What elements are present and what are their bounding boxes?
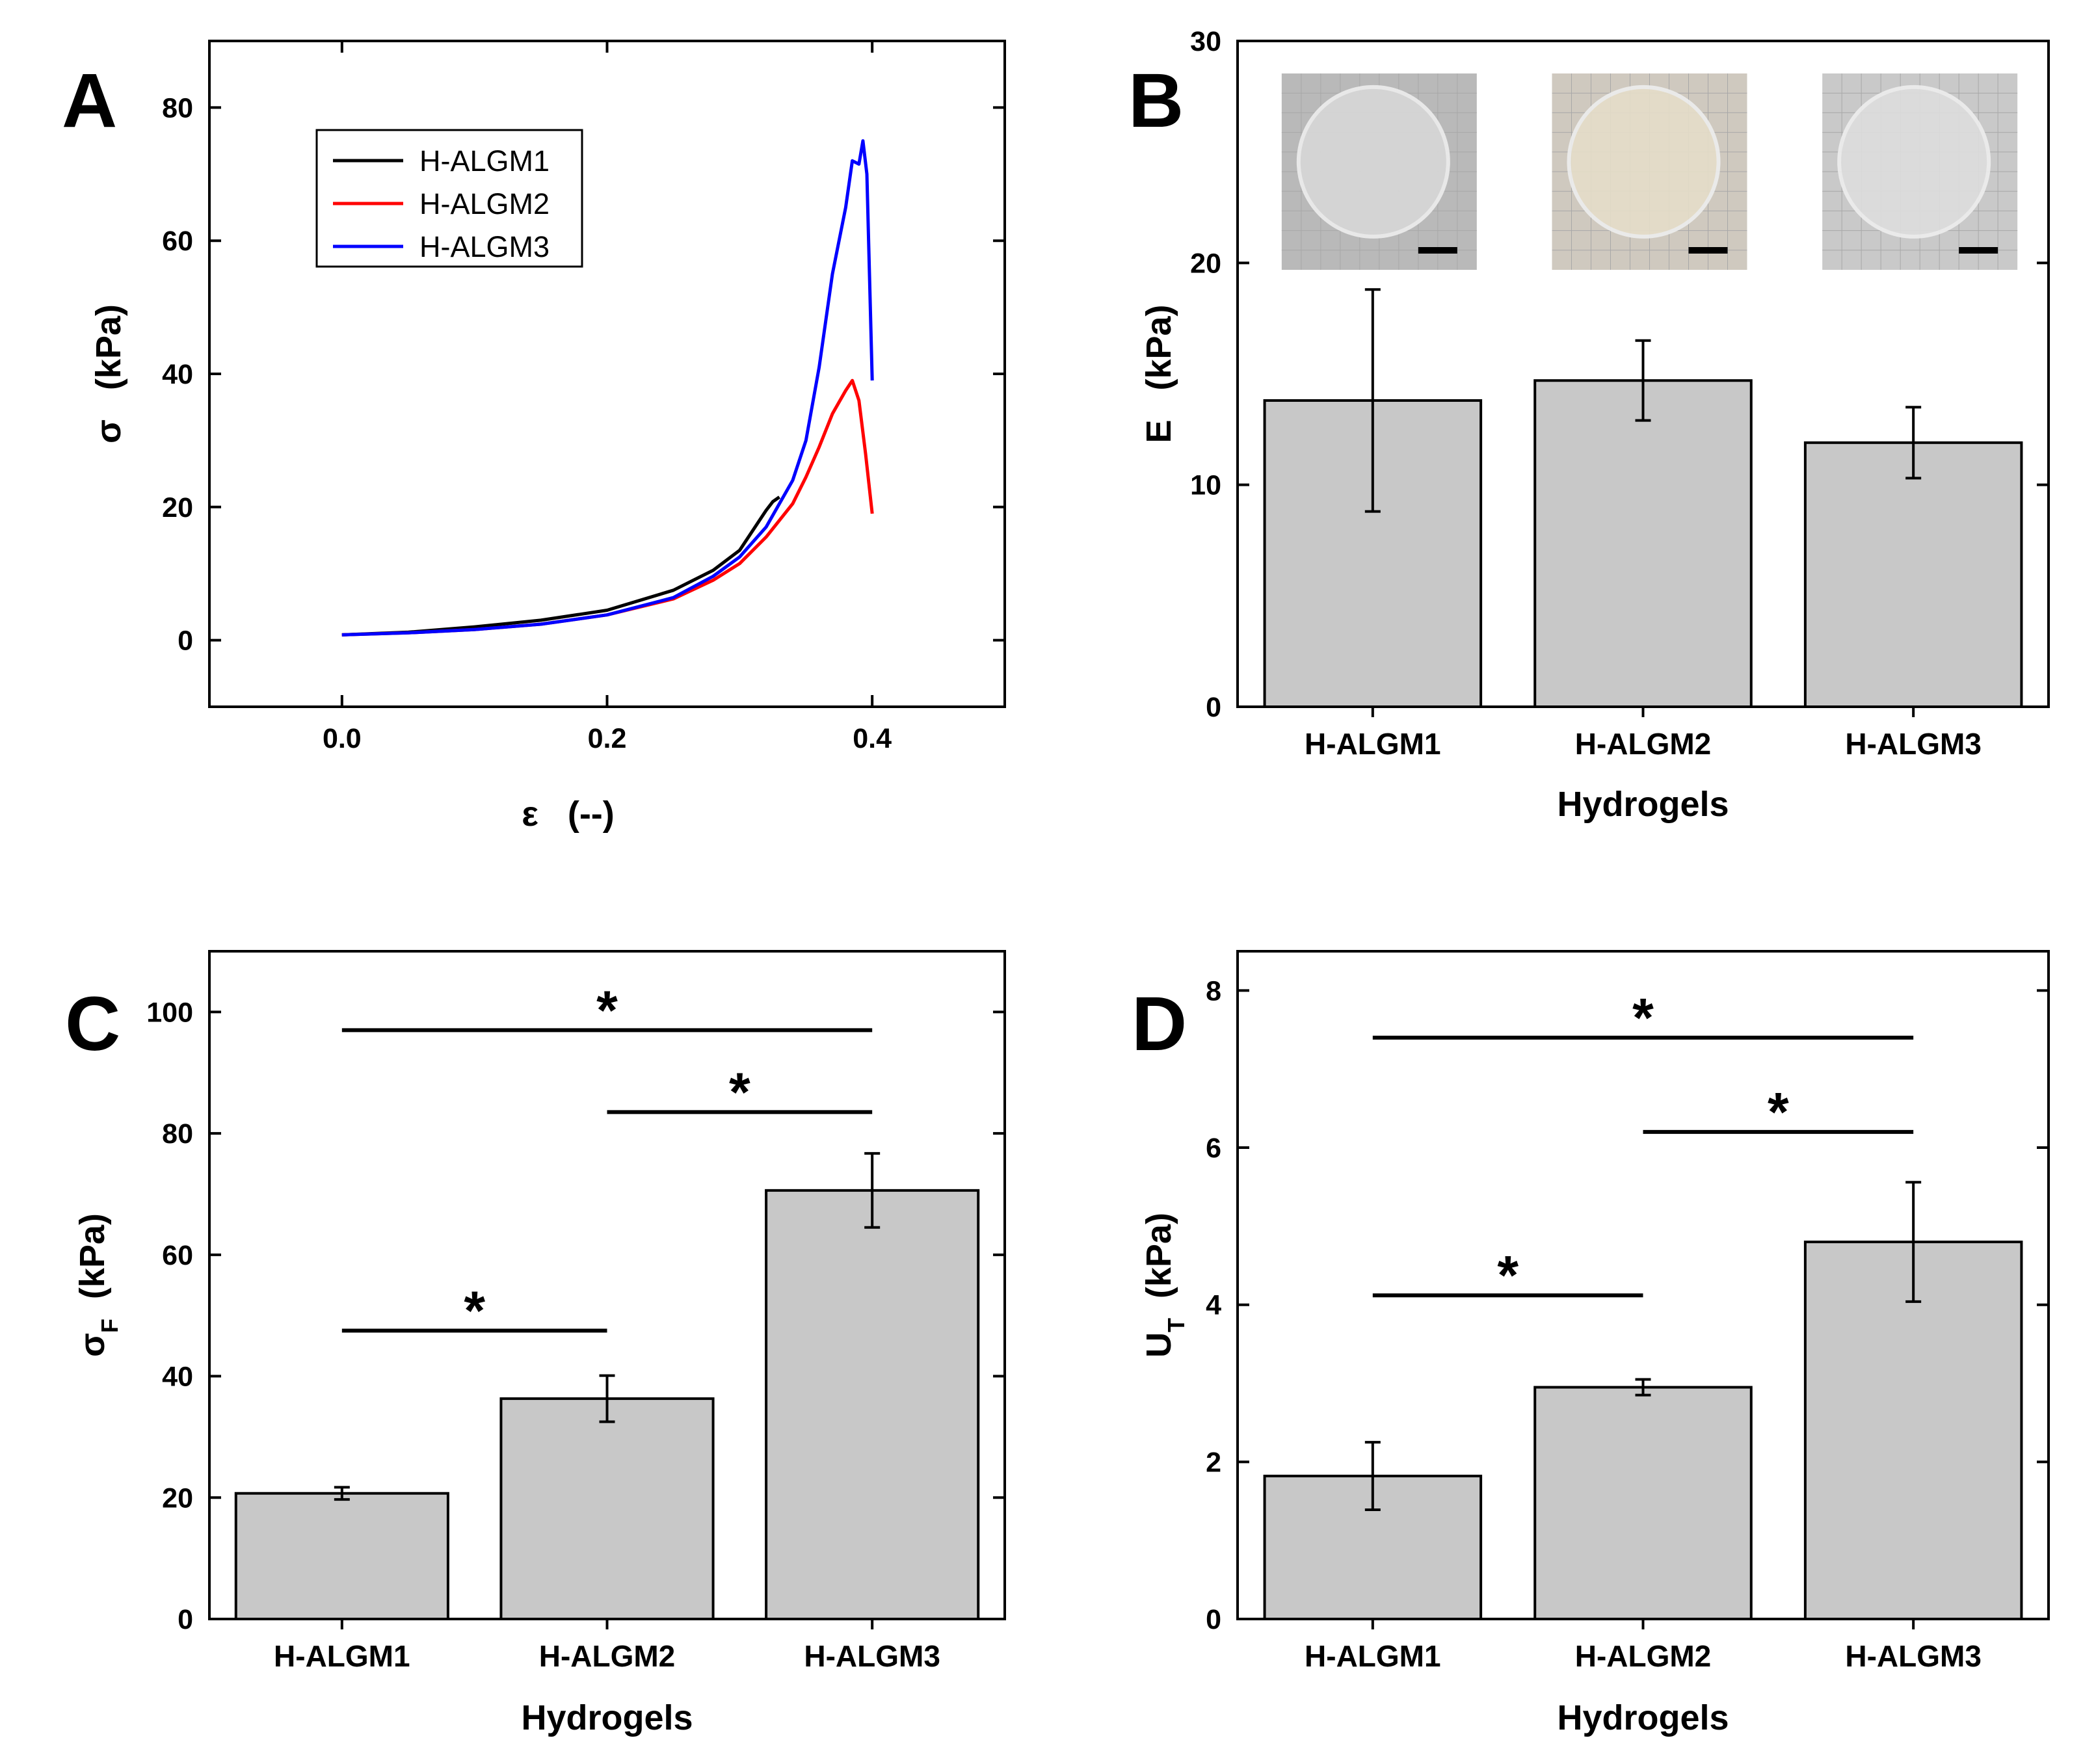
y-axis-unit: (kPa) <box>73 1213 112 1299</box>
scale-bar <box>1418 247 1457 254</box>
panel-c-ytick-label: 100 <box>146 997 193 1028</box>
panel-c-axes-frame <box>208 950 1006 1620</box>
panel-b-ytick-label: 30 <box>1190 26 1221 57</box>
panel-d-x-axis-title: Hydrogels <box>1557 1698 1729 1737</box>
panel-a-xtick-label: 0.0 <box>323 723 362 754</box>
panel-d-ytick-label: 4 <box>1206 1290 1221 1321</box>
category-label-h-algm2: H-ALGM2 <box>1575 727 1712 761</box>
significance-star: * <box>1632 987 1654 1048</box>
panel-letter-c: C <box>65 981 120 1067</box>
panel-c-ytick-label: 80 <box>162 1118 193 1150</box>
panel-b-x-axis-title: Hydrogels <box>1557 785 1729 824</box>
panel-letter-d: D <box>1132 981 1187 1067</box>
panel-a-ytick-label: 0 <box>178 625 193 657</box>
panel-b-ytick-label: 0 <box>1206 692 1221 723</box>
bar-h-algm3 <box>1803 1241 2023 1621</box>
panel-d-ytick-label: 0 <box>1206 1604 1221 1635</box>
legend-label-h-algm2: H-ALGM2 <box>419 187 550 220</box>
panel-d-bar-chart: H-ALGM1 H-ALGM2 H-ALGM3 * * * 0 2 4 6 8 Hydrogels UT… <box>1139 950 2050 1737</box>
panel-b-ytick-label: 10 <box>1190 470 1221 501</box>
category-label-h-algm2: H-ALGM2 <box>1575 1639 1712 1673</box>
legend-box <box>315 129 583 268</box>
category-label-h-algm2: H-ALGM2 <box>539 1639 676 1673</box>
panel-c-ytick-label: 40 <box>162 1362 193 1393</box>
panel-c-x-axis-title: Hydrogels <box>521 1698 693 1737</box>
bar-h-algm1 <box>234 1492 449 1621</box>
panel-a-xtick-label: 0.4 <box>853 723 892 754</box>
panel-a-y-axis-title: σ (kPa) <box>89 304 128 443</box>
category-label-h-algm3: H-ALGM3 <box>804 1639 940 1673</box>
panel-a-legend: H-ALGM1 H-ALGM2 H-ALGM3 <box>315 129 583 268</box>
panel-letter-b: B <box>1128 58 1184 144</box>
panel-c-ytick-label: 20 <box>162 1482 193 1514</box>
inset-photo-2 <box>1552 73 1747 270</box>
y-axis-subscript: T <box>1163 1318 1189 1332</box>
panel-d-ytick-label: 6 <box>1206 1133 1221 1164</box>
panel-b-ytick-label: 20 <box>1190 248 1221 279</box>
series-line-h-algm1 <box>341 495 780 637</box>
category-label-h-algm3: H-ALGM3 <box>1845 727 1982 761</box>
category-label-h-algm3: H-ALGM3 <box>1845 1639 1982 1673</box>
legend-label-h-algm1: H-ALGM1 <box>419 144 550 178</box>
significance-star: * <box>1497 1244 1519 1306</box>
y-axis-symbol: σ <box>73 1333 112 1357</box>
panel-c-y-axis-title: σF (kPa) <box>73 1213 123 1357</box>
panel-b-axes-frame <box>1236 40 2050 708</box>
legend-label-h-algm3: H-ALGM3 <box>419 230 550 263</box>
panel-d-axes-frame <box>1236 950 2050 1620</box>
category-label-h-algm1: H-ALGM1 <box>1305 1639 1441 1673</box>
y-axis-subscript: F <box>96 1319 123 1333</box>
panel-a-ytick-label: 80 <box>162 92 193 124</box>
panel-c-ytick-label: 0 <box>178 1604 193 1635</box>
hydrogel-disc <box>1567 85 1721 239</box>
inset-photo-3 <box>1822 73 2018 270</box>
panel-a-xtick-label: 0.2 <box>588 723 627 754</box>
hydrogel-disc <box>1837 85 1991 239</box>
significance-star: * <box>596 979 618 1040</box>
scale-bar <box>1959 247 1998 254</box>
category-label-h-algm1: H-ALGM1 <box>274 1639 410 1673</box>
panel-a-ytick-label: 40 <box>162 359 193 390</box>
category-label-h-algm1: H-ALGM1 <box>1305 727 1441 761</box>
panel-d-ytick-label: 8 <box>1206 975 1221 1007</box>
y-axis-unit: (kPa) <box>1139 1213 1178 1298</box>
bar-h-algm3 <box>1803 441 2023 709</box>
panel-a-ytick-label: 20 <box>162 492 193 523</box>
panel-a-ytick-label: 60 <box>162 226 193 257</box>
series-line-h-algm3 <box>341 139 874 637</box>
panel-c-bar-chart: H-ALGM1 H-ALGM2 H-ALGM3 * * * 0 20 40 60 80 100 Hydr… <box>73 950 1006 1737</box>
panel-d-y-axis-title: UT (kPa) <box>1139 1213 1189 1358</box>
panel-c-ytick-label: 60 <box>162 1240 193 1271</box>
bar-h-algm2 <box>1533 379 1753 708</box>
panel-a-line-chart: 0 20 40 60 80 0.0 0.2 0.4 H-ALGM1 H-ALGM2 H-ALGM3 ε… <box>89 40 1006 834</box>
panel-b-bar-chart: H-ALGM1 H-ALGM2 H-ALGM3 0 10 20 30 Hydrogels E (… <box>1139 26 2050 824</box>
bar-h-algm2 <box>1533 1386 1753 1620</box>
hydrogel-disc <box>1296 85 1450 239</box>
significance-star: * <box>464 1280 485 1341</box>
significance-star: * <box>729 1061 750 1122</box>
panel-b-y-axis-title: E (kPa) <box>1139 304 1178 443</box>
panel-a-x-axis-title: ε (--) <box>522 795 615 834</box>
inset-photo-1 <box>1281 73 1477 270</box>
panel-d-ytick-label: 2 <box>1206 1447 1221 1478</box>
bar-h-algm2 <box>499 1397 715 1621</box>
panel-letter-a: A <box>62 58 117 144</box>
significance-star: * <box>1768 1081 1789 1142</box>
y-axis-symbol: U <box>1139 1332 1178 1358</box>
bar-h-algm3 <box>765 1189 980 1621</box>
scale-bar <box>1688 247 1728 254</box>
